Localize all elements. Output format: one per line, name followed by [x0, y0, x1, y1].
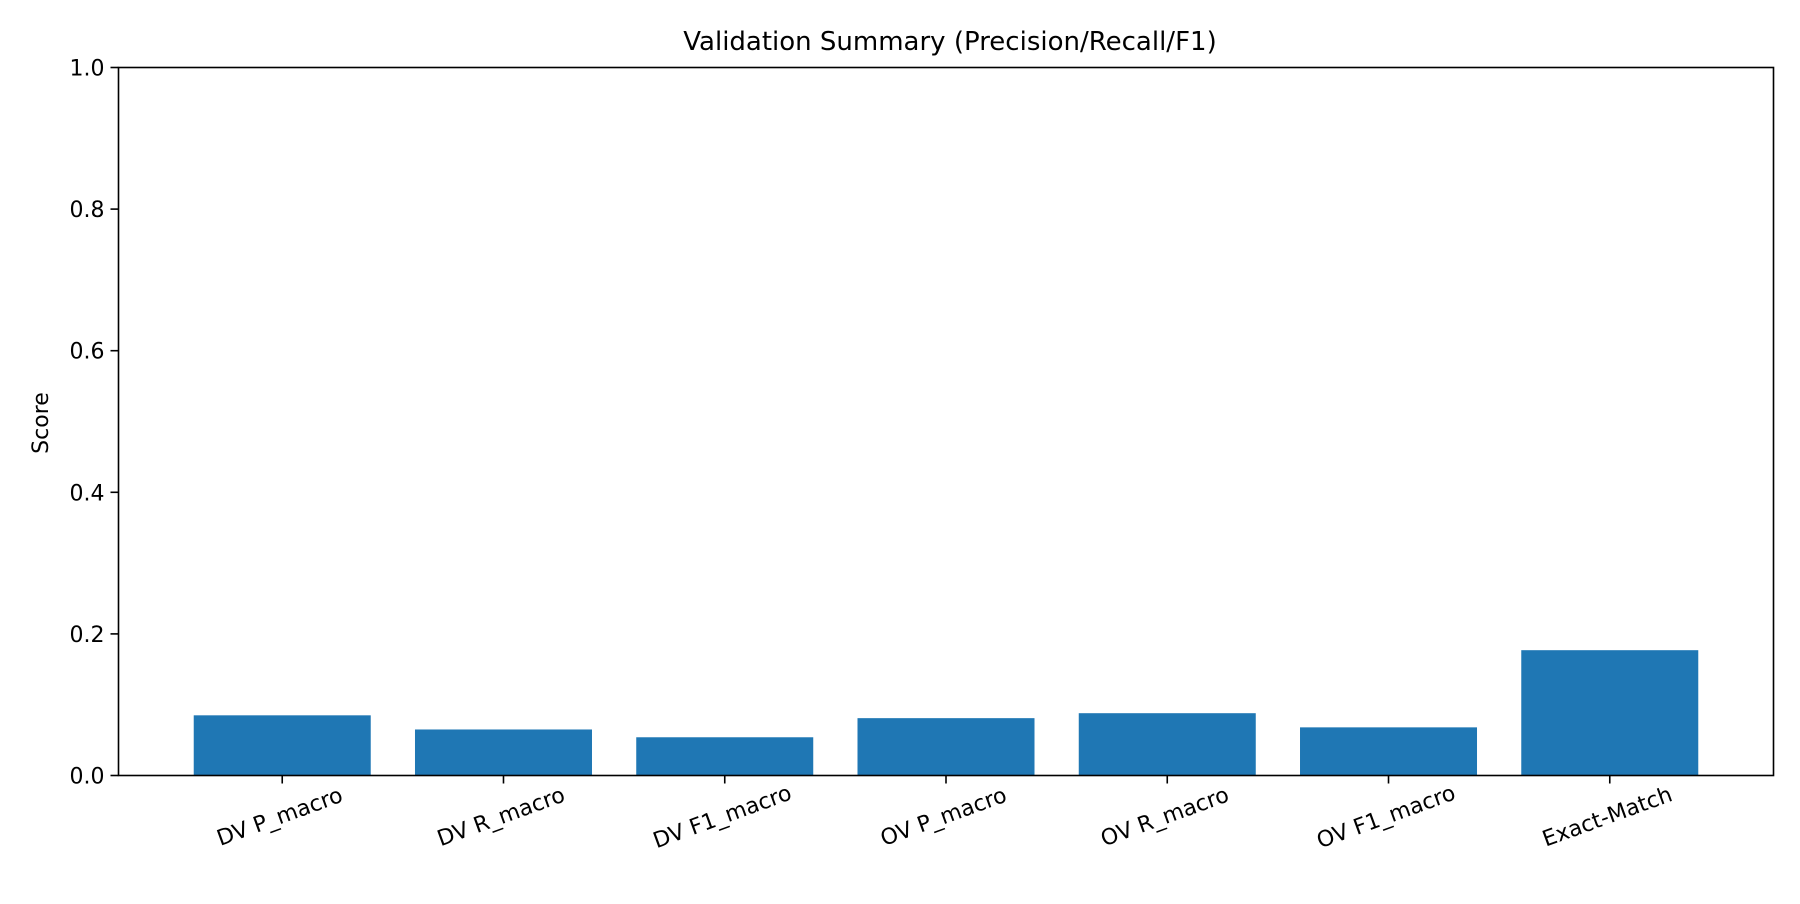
y-tick-label: 0.8 [70, 198, 105, 223]
y-tick-label: 0.2 [70, 623, 105, 648]
bar-dv-r-macro [414, 729, 592, 776]
bar-ov-r-macro [1078, 713, 1256, 776]
bar-dv-p-macro [193, 715, 371, 776]
bar-ov-p-macro [857, 718, 1035, 776]
bar-dv-f1-macro [636, 737, 814, 776]
x-axis: DV P_macro DV R_macro DV F1_macro OV P_macr… [214, 775, 1676, 854]
bar-ov-f1-macro [1300, 727, 1478, 776]
x-tick-label: DV F1_macro [650, 781, 795, 854]
y-axis-label: Score [29, 392, 54, 454]
x-tick-label: OV P_macro [877, 783, 1010, 852]
y-tick-label: 0.4 [70, 481, 105, 506]
bars-layer [193, 650, 1699, 776]
y-axis: 0.0 0.2 0.4 0.6 0.8 1.0 [70, 57, 119, 790]
chart-title: Validation Summary (Precision/Recall/F1) [683, 27, 1216, 57]
x-tick-label: DV P_macro [214, 783, 347, 852]
bar-exact-match [1521, 650, 1699, 776]
plot-frame [117, 66, 1775, 777]
y-tick-label: 0.6 [70, 340, 105, 365]
y-tick-label: 1.0 [70, 57, 105, 82]
x-tick-label: OV F1_macro [1314, 781, 1459, 854]
x-tick-label: Exact-Match [1539, 782, 1676, 852]
x-tick-label: OV R_macro [1098, 783, 1233, 852]
y-tick-label: 0.0 [70, 765, 105, 790]
x-tick-label: DV R_macro [434, 783, 568, 852]
